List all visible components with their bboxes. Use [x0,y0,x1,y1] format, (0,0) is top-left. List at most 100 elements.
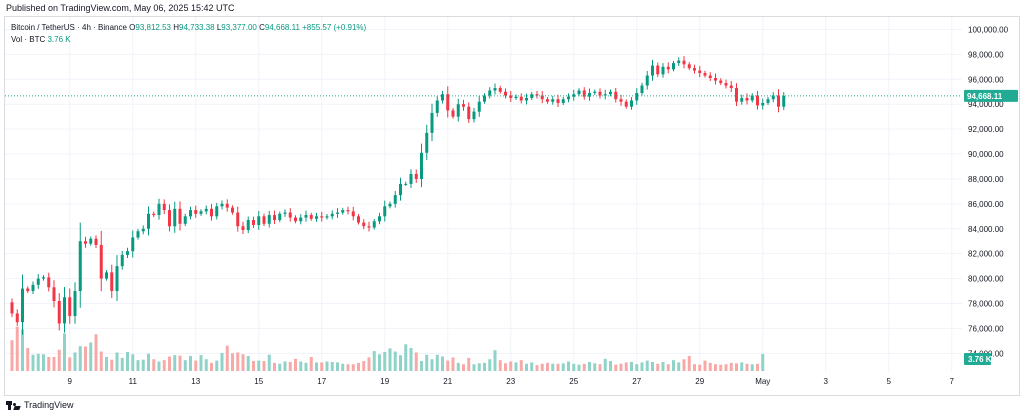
last-price-label: 94,668.11 [967,92,1003,101]
volume-bar [47,356,51,371]
volume-bar [378,354,381,371]
candle [635,92,639,101]
candle [771,95,775,100]
volume-bar [761,353,765,371]
candle [782,95,786,107]
volume-bar [420,361,423,371]
volume-bar [57,349,61,371]
candle [477,101,481,112]
candle [693,68,696,71]
candle [31,284,35,292]
candle [89,238,93,244]
candle [336,212,339,214]
volume-bar [204,359,208,371]
candle [372,221,376,228]
legend-volume-label[interactable]: Vol · BTC [11,35,46,44]
x-tick-label: 17 [317,377,326,386]
candle [15,313,19,323]
candle [26,288,30,292]
volume-bar [299,361,303,371]
candle [99,244,103,279]
x-tick-label: 3 [824,377,829,386]
candle [719,80,723,84]
volume-bar [435,354,439,371]
candle [57,301,61,324]
x-tick-label: 5 [887,377,892,386]
candle [383,206,387,217]
candle [178,208,182,224]
legend-open-value: 93,812.53 [135,23,171,32]
candle [42,277,45,279]
volume-bar [283,361,287,371]
candle [404,183,408,185]
candle [577,90,581,95]
volume-bar [614,364,618,371]
volume-bar [609,361,612,371]
volume-bar [115,352,119,371]
volume-bar [31,354,35,371]
volume-bar [603,358,607,371]
candle [78,241,82,292]
volume-bar [551,363,555,371]
candle [215,206,219,217]
candle [645,75,649,86]
candle [267,215,271,224]
candle [126,251,129,255]
volume-bar [89,342,93,371]
x-tick-label: 15 [254,377,263,386]
x-tick-label: 29 [695,377,704,386]
volume-bar [430,359,434,371]
volume-bar [68,357,72,371]
volume-bar [126,351,129,371]
candle [740,97,744,102]
candle [84,241,87,244]
candle [656,65,660,75]
candle [472,111,476,120]
volume-bar [661,361,665,371]
x-tick-label: 7 [950,377,955,386]
volume-bar [745,363,749,371]
candle [698,70,702,74]
x-tick-label: 11 [129,377,138,386]
volume-bar [582,363,586,371]
candle [567,96,570,100]
volume-bar [189,356,192,371]
candle [640,85,644,93]
volume-bar [273,362,276,371]
candle [519,96,523,101]
volume-bar [110,359,114,371]
volume-bar [456,362,460,371]
volume-bar [183,360,187,371]
volume-bar [120,357,124,371]
candle [120,254,124,267]
legend-ohlc-row: Bitcoin / TetherUS · 4h · Binance O93,81… [11,22,366,34]
candle [603,94,607,96]
volume-bar [540,363,544,371]
volume-bar [73,352,77,371]
volume-bar [199,355,203,371]
candle [561,99,565,103]
candle [724,83,728,86]
volume-bar [446,360,450,371]
candle [546,99,549,102]
candle [414,173,418,179]
legend-symbol[interactable]: Bitcoin / TetherUS · 4h · Binance [11,23,127,32]
volume-bar [535,365,539,371]
candle [21,288,24,323]
candle [388,203,392,207]
candle [535,94,539,96]
candle [582,90,586,97]
candle [351,211,355,217]
volume-bar [708,362,712,371]
chart-frame[interactable] [4,16,1020,396]
candle [493,88,497,91]
candle [399,183,402,196]
candle [488,90,492,96]
candle [446,94,450,111]
candle [152,213,156,216]
candle [252,220,255,226]
volume-bar [225,345,229,371]
candle [677,60,681,64]
volume-bar [735,363,738,371]
